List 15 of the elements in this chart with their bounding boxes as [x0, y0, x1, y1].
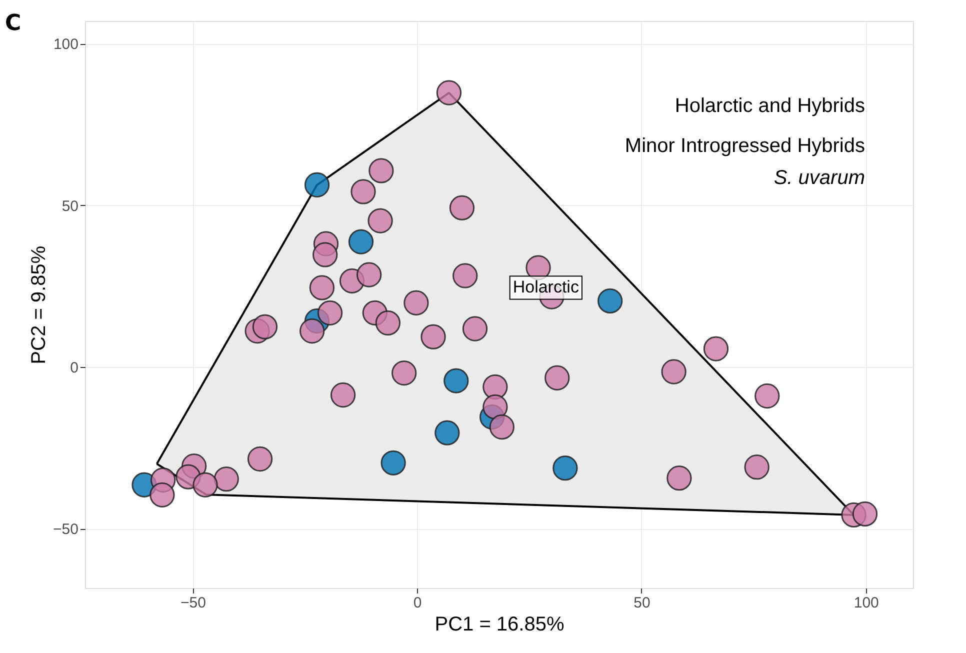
x-tick-label: 0: [413, 594, 422, 612]
annotation: Holarctic and Hybrids: [674, 95, 865, 117]
chart-title: C: [5, 11, 22, 36]
x-axis-title: PC1 = 16.85%: [434, 614, 564, 636]
x-tick-label: 100: [854, 594, 879, 612]
annotation: S. uvarum: [774, 167, 865, 189]
x-tick-label: −50: [180, 594, 206, 612]
x-tick-label: 50: [634, 594, 650, 612]
y-tick-label: −50: [53, 521, 78, 538]
y-tick-label: 50: [62, 198, 78, 215]
y-tick-label: 100: [53, 36, 78, 54]
annotation: Minor Introgressed Hybrids: [624, 135, 865, 157]
y-axis-title: PC2 = 9.85%: [28, 246, 50, 364]
annotation: Holarctic: [512, 278, 580, 297]
y-tick-label: 0: [70, 359, 78, 376]
